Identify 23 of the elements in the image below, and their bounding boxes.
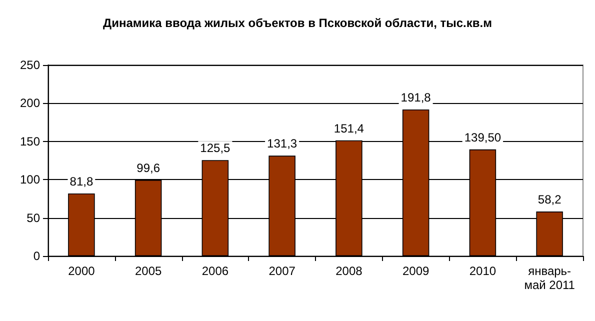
- chart-title: Динамика ввода жилых объектов в Псковской области, тыс.кв.м: [103, 16, 492, 30]
- y-tick-label: 150: [20, 134, 40, 148]
- y-tick-label: 250: [20, 58, 40, 72]
- x-tick-label: 2007: [268, 264, 296, 278]
- x-tick-label: 2000: [68, 264, 96, 278]
- data-label: 151,4: [334, 121, 364, 136]
- data-label: 125,5: [200, 141, 231, 156]
- x-tick-label: 2009: [402, 264, 430, 278]
- x-tick-label: 2010: [469, 264, 496, 278]
- data-label: 131,3: [267, 136, 298, 151]
- data-label: 58,2: [538, 192, 562, 207]
- x-tick-label: 2005: [134, 264, 162, 278]
- y-tick-label: 50: [26, 210, 40, 225]
- x-tick-label: 2008: [336, 264, 363, 278]
- x-tick-label: 2006: [202, 264, 229, 278]
- y-tick-label: 200: [20, 96, 40, 110]
- data-label: 191,8: [400, 90, 432, 104]
- data-label: 81,8: [70, 174, 94, 189]
- data-label: 99,6: [136, 160, 160, 175]
- y-tick-label: 100: [20, 172, 40, 187]
- data-label: 139,50: [464, 130, 502, 144]
- y-tick-label: 0: [33, 249, 40, 263]
- x-tick-label: январь-май 2011: [524, 264, 576, 292]
